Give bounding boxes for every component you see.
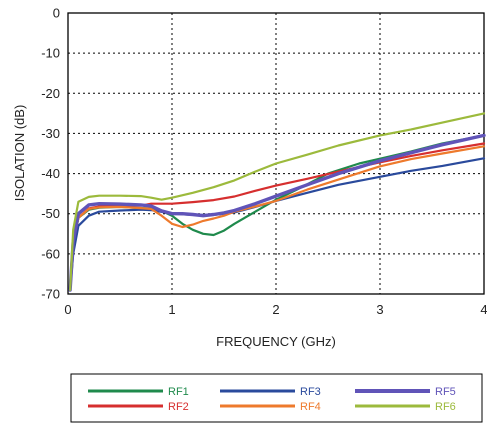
y-axis-title: ISOLATION (dB) bbox=[12, 105, 27, 202]
legend-label-rf5: RF5 bbox=[435, 386, 456, 398]
x-tick-label: 2 bbox=[272, 302, 279, 317]
y-tick-label: -60 bbox=[41, 246, 60, 261]
legend-label-rf6: RF6 bbox=[435, 401, 456, 413]
legend-label-rf1: RF1 bbox=[168, 386, 189, 398]
series-line-rf4 bbox=[68, 145, 486, 292]
y-tick-label: -30 bbox=[41, 126, 60, 141]
x-axis-title: FREQUENCY (GHz) bbox=[216, 334, 336, 349]
legend-label-rf2: RF2 bbox=[168, 401, 189, 413]
grid-lines bbox=[68, 13, 484, 294]
tick-labels: 0 1 2 3 4 0 -10 -20 -30 -40 -50 -60 -70 bbox=[41, 6, 487, 318]
series-line-rf5 bbox=[68, 133, 486, 292]
x-tick-label: 4 bbox=[480, 302, 487, 317]
x-tick-label: 3 bbox=[376, 302, 383, 317]
y-tick-label: 0 bbox=[53, 6, 60, 21]
y-tick-label: -20 bbox=[41, 86, 60, 101]
y-tick-label: -10 bbox=[41, 46, 60, 61]
y-tick-label: -70 bbox=[41, 287, 60, 302]
x-tick-label: 0 bbox=[64, 302, 71, 317]
series-line-rf6 bbox=[68, 112, 486, 292]
y-tick-label: -40 bbox=[41, 166, 60, 181]
legend-label-rf3: RF3 bbox=[300, 386, 321, 398]
series-lines bbox=[68, 112, 486, 292]
legend-box bbox=[70, 373, 483, 423]
legend: RF1 RF2 RF3 RF4 RF5 RF6 bbox=[88, 386, 456, 413]
legend-label-rf4: RF4 bbox=[300, 401, 321, 413]
x-tick-label: 1 bbox=[168, 302, 175, 317]
y-tick-label: -50 bbox=[41, 206, 60, 221]
